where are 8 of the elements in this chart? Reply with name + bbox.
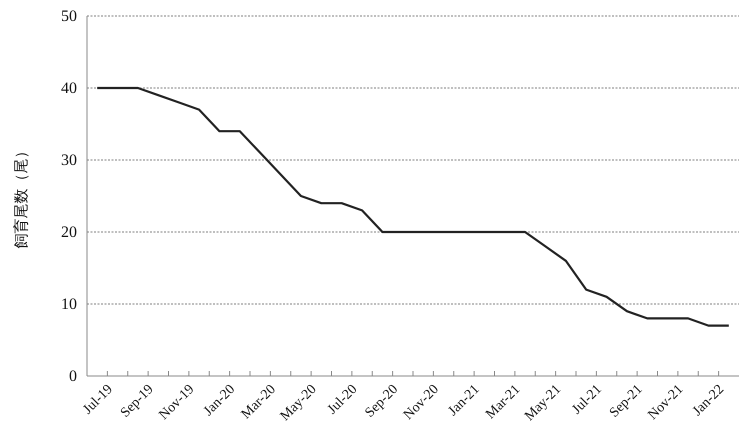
line-series (96, 86, 730, 327)
y-tick-label: 20 (61, 224, 77, 242)
y-tick-label: 40 (61, 80, 77, 98)
y-tick-label: 0 (69, 368, 77, 386)
y-tick-label: 10 (61, 296, 77, 314)
y-tick-label: 30 (61, 152, 77, 170)
y-axis-title: 飼育尾数（尾） (13, 144, 30, 248)
y-tick-label: 50 (61, 8, 77, 26)
